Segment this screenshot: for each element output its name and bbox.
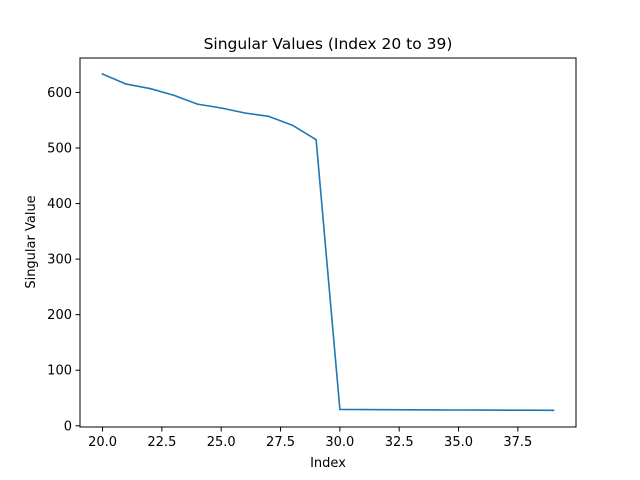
chart-title: Singular Values (Index 20 to 39) [204,35,453,53]
data-point [196,103,199,105]
x-tick-label: 20.0 [88,435,117,450]
data-point [433,409,436,411]
x-tick-label: 32.5 [385,435,414,450]
data-point [552,409,555,412]
y-tick-label: 300 [47,253,72,268]
data-point [528,409,531,412]
data-point [267,115,270,118]
data-point [457,409,460,411]
data-point [244,112,246,114]
x-tick-label: 30.0 [325,435,354,450]
plot-area: 20.0 22.5 25.0 27.5 30.0 32.5 35.0 37.5 0 100 200 3… [47,57,577,450]
x-axis-label: Index [310,456,346,471]
x-tick-label: 27.5 [266,435,295,450]
data-point [149,87,151,90]
data-point [481,409,484,411]
y-tick-label: 0 [64,419,72,434]
y-tick-label: 500 [47,142,72,157]
data-point [125,83,128,85]
y-tick-label: 100 [47,364,72,379]
y-tick-label: 400 [47,197,72,212]
y-tick-label: 600 [47,86,72,101]
data-point [505,409,507,411]
x-tick-label: 35.0 [444,435,473,450]
data-point [291,124,294,127]
series-line-0 [101,73,555,412]
axes-frame [79,57,577,428]
data-point [410,409,412,411]
x-tick-label: 22.5 [147,435,176,450]
data-point [315,138,317,141]
x-tick-label: 37.5 [503,435,532,450]
data-point [172,94,175,97]
data-point [339,408,341,411]
data-point [220,107,223,109]
y-tick-label: 200 [47,308,72,323]
y-axis-label: Singular Value [24,195,39,288]
data-point [101,73,104,75]
x-tick-label: 25.0 [207,435,236,450]
data-point [386,408,389,411]
data-point [362,408,365,411]
